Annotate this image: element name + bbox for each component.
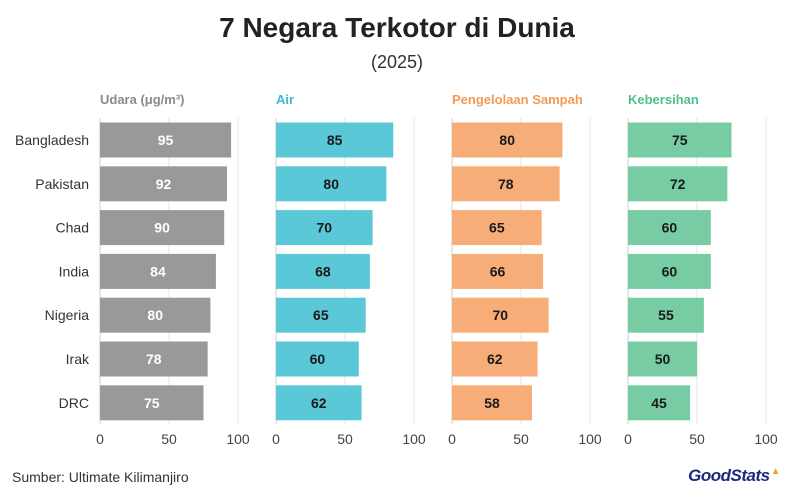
data-label: 90 — [154, 220, 170, 236]
data-label: 65 — [313, 307, 329, 323]
bar — [100, 166, 227, 202]
bar — [100, 122, 232, 158]
series-title: Udara (μg/m³) — [100, 92, 185, 107]
logo-text-stats: Stats — [730, 466, 771, 485]
data-label: 60 — [310, 351, 326, 367]
bar — [100, 297, 211, 333]
bar — [628, 210, 711, 246]
logo-text-good: Good — [688, 466, 731, 485]
data-label: 78 — [146, 351, 162, 367]
bar — [452, 385, 533, 421]
data-label: 70 — [493, 307, 509, 323]
category-label: Pakistan — [35, 176, 89, 192]
data-label: 92 — [156, 176, 172, 192]
data-label: 95 — [158, 132, 174, 148]
x-tick-label: 100 — [402, 431, 426, 447]
x-tick-label: 0 — [272, 431, 280, 447]
data-label: 58 — [484, 395, 500, 411]
series-title: Kebersihan — [628, 92, 699, 107]
x-tick-label: 100 — [578, 431, 602, 447]
bar — [452, 253, 544, 289]
bar — [276, 297, 366, 333]
bar — [276, 122, 394, 158]
bar — [628, 166, 728, 202]
category-label: Nigeria — [45, 307, 90, 323]
bar — [452, 210, 542, 246]
data-label: 62 — [487, 351, 503, 367]
data-label: 66 — [490, 263, 506, 279]
goodstats-logo: GoodStats▲ — [688, 466, 780, 486]
x-tick-label: 50 — [161, 431, 177, 447]
data-label: 68 — [315, 263, 331, 279]
x-tick-label: 50 — [689, 431, 705, 447]
x-tick-label: 50 — [337, 431, 353, 447]
bar — [100, 385, 204, 421]
category-label: India — [59, 263, 90, 279]
category-label: DRC — [59, 395, 89, 411]
data-label: 75 — [672, 132, 688, 148]
category-label: Chad — [56, 220, 89, 236]
chart-subtitle: (2025) — [370, 52, 424, 72]
data-label: 60 — [662, 220, 678, 236]
logo-spark-icon: ▲ — [770, 466, 781, 477]
x-tick-label: 100 — [754, 431, 778, 447]
bar — [452, 341, 538, 377]
data-label: 70 — [317, 220, 333, 236]
bar — [628, 253, 711, 289]
bar — [276, 253, 370, 289]
bar — [276, 166, 387, 202]
bar — [276, 210, 373, 246]
category-label: Irak — [66, 351, 90, 367]
data-label: 55 — [658, 307, 674, 323]
bar — [628, 385, 691, 421]
series-title: Air — [276, 92, 294, 107]
data-label: 85 — [327, 132, 343, 148]
data-label: 75 — [144, 395, 160, 411]
bar — [276, 341, 359, 377]
data-label: 45 — [651, 395, 667, 411]
data-label: 50 — [655, 351, 671, 367]
small-multiples-bar-chart: Bangladesh Pakistan Chad India Nigeria Irak DR… — [15, 92, 778, 447]
data-label: 60 — [662, 263, 678, 279]
x-tick-label: 0 — [448, 431, 456, 447]
data-label: 84 — [150, 263, 166, 279]
bar — [452, 297, 549, 333]
data-label: 72 — [670, 176, 686, 192]
x-tick-label: 0 — [96, 431, 104, 447]
bar — [628, 297, 704, 333]
data-label: 80 — [323, 176, 339, 192]
data-label: 78 — [498, 176, 514, 192]
x-tick-label: 0 — [624, 431, 632, 447]
bar — [100, 341, 208, 377]
bar — [628, 122, 732, 158]
bar — [276, 385, 362, 421]
data-label: 65 — [489, 220, 505, 236]
bar — [452, 122, 563, 158]
data-label: 62 — [311, 395, 327, 411]
chart-title: 7 Negara Terkotor di Dunia — [219, 12, 575, 43]
category-label: Bangladesh — [15, 132, 89, 148]
bar — [452, 166, 560, 202]
x-tick-label: 50 — [513, 431, 529, 447]
data-label: 80 — [499, 132, 515, 148]
series-title: Pengelolaan Sampah — [452, 92, 583, 107]
data-label: 80 — [147, 307, 163, 323]
source-note: Sumber: Ultimate Kilimanjiro — [12, 469, 189, 485]
bar — [100, 253, 216, 289]
bar — [100, 210, 225, 246]
x-tick-label: 100 — [226, 431, 250, 447]
bar — [628, 341, 697, 377]
